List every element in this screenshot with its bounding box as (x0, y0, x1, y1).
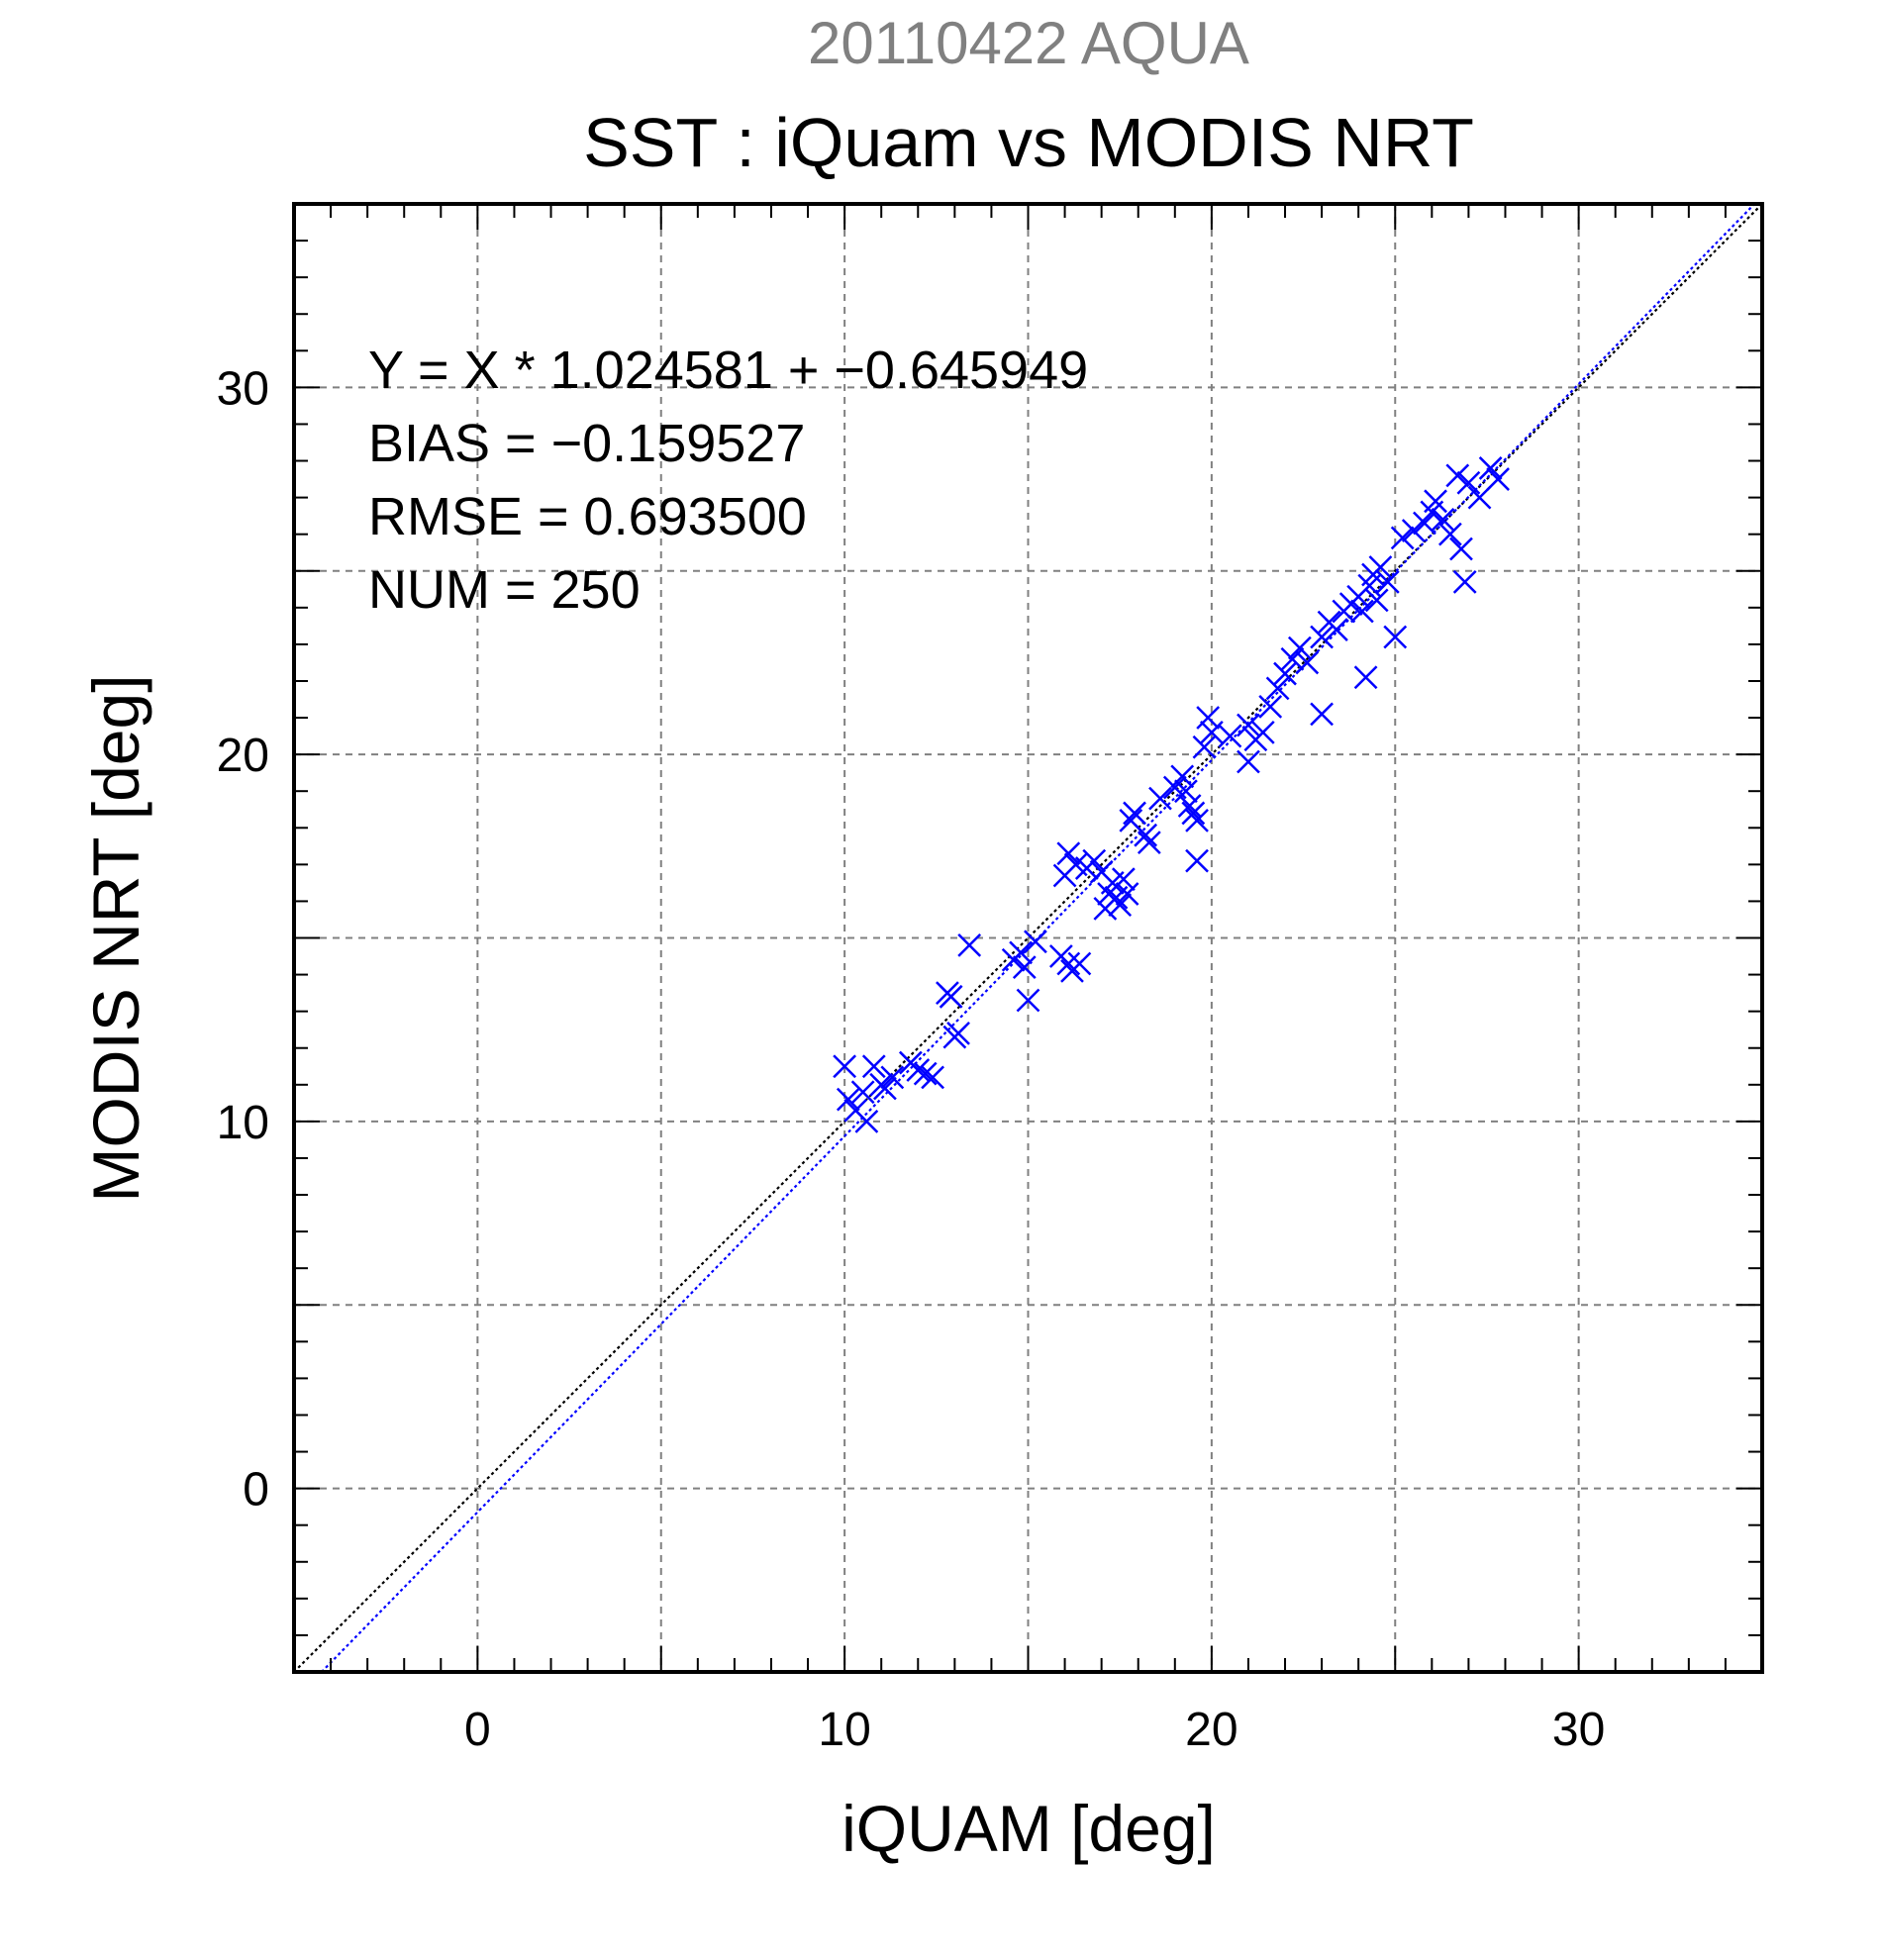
x-tick-label: 20 (1185, 1704, 1238, 1756)
data-point (1437, 522, 1462, 546)
data-point (1449, 537, 1473, 561)
data-point (1353, 665, 1378, 690)
axis-ticks (293, 203, 1763, 1673)
data-point (1181, 801, 1206, 826)
data-point (1467, 485, 1492, 510)
data-point (1137, 831, 1161, 854)
data-point (1424, 489, 1447, 514)
data-point (854, 1109, 879, 1133)
data-point (1368, 555, 1393, 579)
data-point (1349, 599, 1374, 624)
data-point (1056, 951, 1081, 976)
data-point (1148, 786, 1172, 811)
data-point (1237, 749, 1260, 774)
chart-date-title: 20110422 AQUA (808, 10, 1249, 76)
data-point (1265, 676, 1290, 701)
data-point (1024, 930, 1047, 954)
x-axis-label: iQUAM [deg] (842, 1792, 1216, 1865)
data-point (1199, 720, 1224, 744)
data-point (1237, 713, 1260, 737)
data-point (1325, 618, 1348, 641)
data-point (1185, 808, 1209, 833)
data-point (1123, 801, 1146, 826)
data-point (1108, 893, 1133, 918)
data-point (1375, 569, 1400, 594)
data-point (913, 1061, 938, 1086)
data-point (1287, 636, 1312, 660)
data-point (1364, 588, 1389, 613)
data-point (1280, 646, 1305, 671)
stat-annotation: BIAS = −0.159527 (368, 414, 805, 473)
data-point (850, 1080, 875, 1105)
data-point (1185, 848, 1209, 873)
y-tick-label: 0 (243, 1464, 269, 1517)
data-point (946, 1022, 970, 1045)
data-point (1174, 779, 1198, 804)
data-point (833, 1054, 857, 1079)
data-point (1445, 463, 1470, 488)
y-tick-label: 30 (217, 362, 269, 415)
data-point (1250, 720, 1275, 744)
data-point (906, 1058, 931, 1082)
data-point (1115, 882, 1139, 906)
data-point (1431, 507, 1455, 532)
data-point (1295, 650, 1320, 675)
y-tick-label: 10 (217, 1097, 269, 1149)
data-point (1192, 735, 1217, 759)
data-point (1486, 467, 1510, 491)
x-tick-label: 10 (818, 1704, 870, 1756)
x-tick-label: 30 (1552, 1704, 1605, 1756)
data-point (1258, 695, 1283, 719)
data-point (1056, 841, 1081, 866)
data-point (1390, 526, 1415, 550)
x-tick-label: 0 (464, 1704, 491, 1756)
data-point (1413, 511, 1436, 536)
chart-title: SST : iQuam vs MODIS NRT (583, 104, 1474, 181)
grid-lines (294, 204, 1762, 1672)
stat-annotation: RMSE = 0.693500 (368, 487, 807, 546)
data-point (1170, 764, 1195, 789)
data-point (1452, 569, 1477, 594)
data-point (1196, 706, 1221, 730)
data-point (939, 984, 963, 1009)
one-to-one-line (293, 203, 1763, 1673)
data-point (1383, 625, 1408, 649)
data-point (921, 1065, 944, 1090)
data-point (1134, 823, 1158, 847)
stat-annotation: Y = X * 1.024581 + −0.645949 (368, 341, 1088, 400)
data-point (1112, 867, 1136, 892)
data-point (1456, 470, 1481, 495)
data-point (1012, 955, 1037, 980)
data-point (1310, 702, 1334, 727)
data-point (1067, 951, 1092, 976)
data-point (1478, 456, 1503, 480)
y-tick-label: 20 (217, 730, 269, 782)
data-point (1082, 848, 1107, 873)
data-points (833, 456, 1510, 1133)
plot-frame (292, 202, 1764, 1674)
data-point (1218, 724, 1242, 748)
data-point (957, 933, 982, 957)
y-axis-label: MODIS NRT [deg] (79, 674, 152, 1202)
data-point (873, 1076, 897, 1101)
data-point (836, 1087, 860, 1112)
data-point (1401, 519, 1426, 542)
data-point (1273, 661, 1297, 686)
data-point (861, 1054, 886, 1079)
data-point (1310, 625, 1334, 649)
stat-annotation: NUM = 250 (368, 560, 641, 620)
data-point (880, 1065, 905, 1090)
data-point (1177, 794, 1202, 818)
data-point (1009, 940, 1033, 965)
regression-lines (293, 203, 1763, 1673)
data-point (1016, 988, 1040, 1013)
statistics-annotations: Y = X * 1.024581 + −0.645949 BIAS = −0.15… (368, 341, 1088, 620)
